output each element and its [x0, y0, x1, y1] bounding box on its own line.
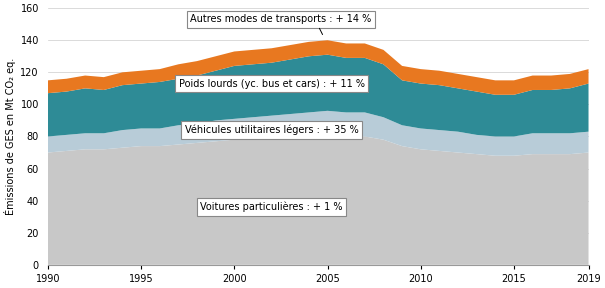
Text: Voitures particulières : + 1 %: Voitures particulières : + 1 % — [200, 202, 343, 212]
Text: Poids lourds (yc. bus et cars) : + 11 %: Poids lourds (yc. bus et cars) : + 11 % — [178, 79, 365, 88]
Text: Véhicules utilitaires légers : + 35 %: Véhicules utilitaires légers : + 35 % — [185, 125, 358, 135]
Y-axis label: Émissions de GES en Mt CO₂ eq.: Émissions de GES en Mt CO₂ eq. — [4, 58, 16, 215]
Text: Autres modes de transports : + 14 %: Autres modes de transports : + 14 % — [191, 14, 371, 24]
